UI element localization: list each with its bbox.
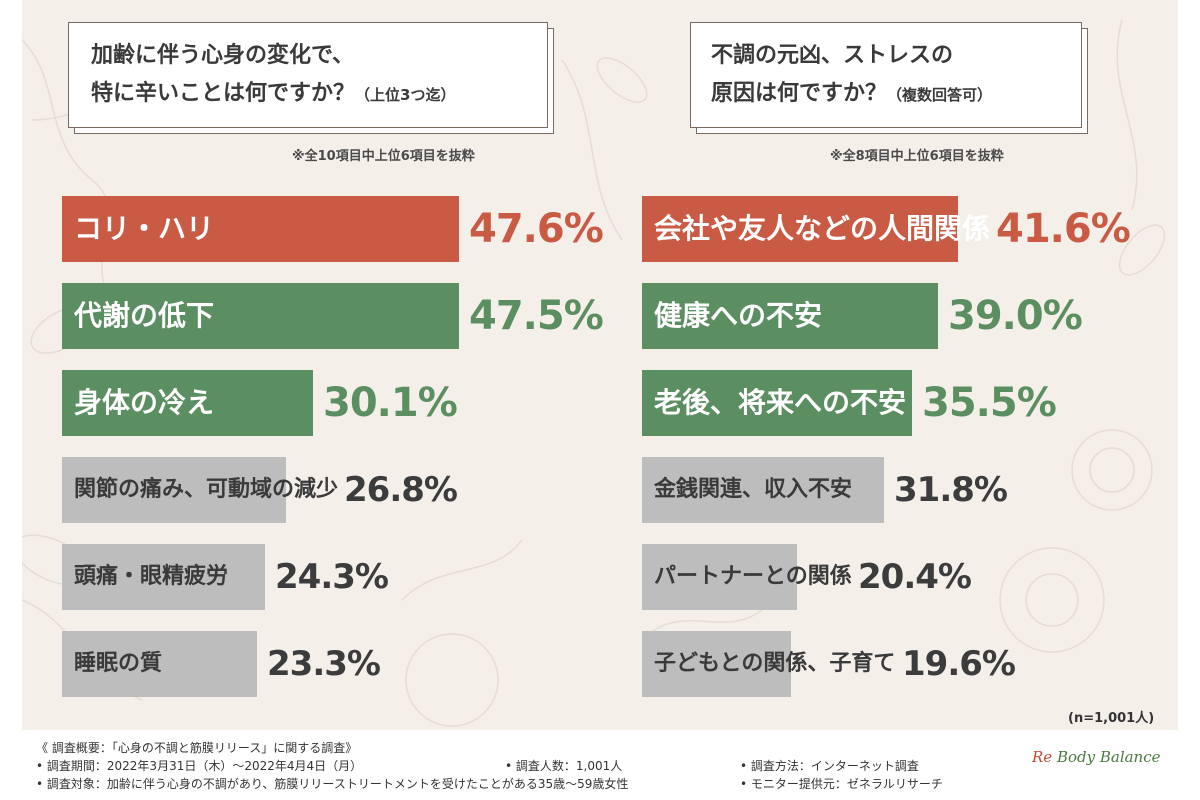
question-left-note: （上位3つ迄）	[355, 86, 456, 104]
question-left-line2: 特に辛いことは何ですか？	[91, 81, 356, 106]
bar	[62, 196, 459, 262]
bar-value: 39.0%	[948, 293, 1083, 339]
bar-label: 関節の痛み、可動域の減少	[74, 477, 339, 502]
bar-value: 30.1%	[323, 380, 458, 426]
question-box-left: 加齢に伴う心身の変化で、 特に辛いことは何ですか？（上位3つ迄）	[68, 22, 548, 128]
survey-provider: • モニター提供元：ゼネラルリサーチ	[740, 777, 943, 791]
subnote-left: ※全10項目中上位6項目を抜粋	[292, 149, 475, 164]
bar	[62, 283, 459, 349]
bar	[642, 457, 884, 523]
bar-value: 31.8%	[894, 470, 1008, 510]
bar-label: 健康への不安	[654, 299, 823, 332]
bar-label: 子どもとの関係、子育て	[654, 651, 896, 676]
bar-value: 47.5%	[469, 293, 604, 339]
survey-target: • 調査対象：加齢に伴う心身の不調があり、筋膜リリーストリートメントを受けたこと…	[36, 777, 629, 791]
subnote-right: ※全8項目中上位6項目を抜粋	[830, 149, 1004, 164]
survey-count: • 調査人数：1,001人	[505, 759, 623, 773]
bar-label: 頭痛・眼精疲労	[74, 564, 229, 589]
sample-size: (n=1,001人)	[1068, 711, 1155, 726]
question-right-line1: 不調の元凶、ストレスの	[711, 43, 954, 68]
survey-period: • 調査期間：2022年3月31日（木）～2022年4月4日（月）	[36, 759, 363, 773]
bar	[62, 370, 313, 436]
question-right-line2-wrap: 原因は何ですか？（複数回答可）	[711, 75, 992, 114]
bar-value: 24.3%	[275, 557, 389, 597]
bar-value: 19.6%	[902, 644, 1016, 684]
bar	[642, 196, 958, 262]
bar	[642, 283, 938, 349]
question-right-line2: 原因は何ですか？	[711, 81, 888, 106]
bar	[642, 544, 797, 610]
bar-label: 金銭関連、収入不安	[654, 477, 853, 502]
survey-summary-title: 《 調査概要：「心身の不調と筋膜リリース」に関する調査》	[36, 741, 358, 755]
survey-method: • 調査方法：インターネット調査	[740, 759, 919, 773]
bar-label: パートナーとの関係	[654, 564, 852, 589]
logo-prefix: Re	[1032, 748, 1053, 766]
bar	[642, 370, 912, 436]
logo-main: Body Balance	[1056, 748, 1161, 766]
bar	[642, 631, 791, 697]
bar-value: 20.4%	[858, 557, 972, 597]
bar-label: 老後、将来への不安	[654, 386, 907, 419]
bar-label: 代謝の低下	[74, 299, 215, 332]
bar-label: 睡眠の質	[74, 651, 163, 676]
bar-value: 26.8%	[344, 470, 458, 510]
bar-label: 身体の冷え	[74, 386, 215, 419]
question-left-line2-wrap: 特に辛いことは何ですか？（上位3つ迄）	[91, 75, 455, 114]
bar	[62, 457, 286, 523]
bar-value: 35.5%	[922, 380, 1057, 426]
question-left-line1: 加齢に伴う心身の変化で、	[91, 43, 355, 68]
bar-label: 会社や友人などの人間関係	[654, 212, 991, 245]
bar-value: 23.3%	[267, 644, 381, 684]
brand-logo: Re Body Balance	[1032, 748, 1161, 766]
question-right-note: （複数回答可）	[887, 86, 993, 104]
question-box-right: 不調の元凶、ストレスの 原因は何ですか？（複数回答可）	[690, 22, 1082, 128]
bar-value: 41.6%	[996, 206, 1131, 252]
bar	[62, 544, 265, 610]
bar-label: コリ・ハリ	[74, 212, 215, 245]
bar-value: 47.6%	[469, 206, 604, 252]
floral-background	[22, 19, 1166, 727]
bar	[62, 631, 257, 697]
